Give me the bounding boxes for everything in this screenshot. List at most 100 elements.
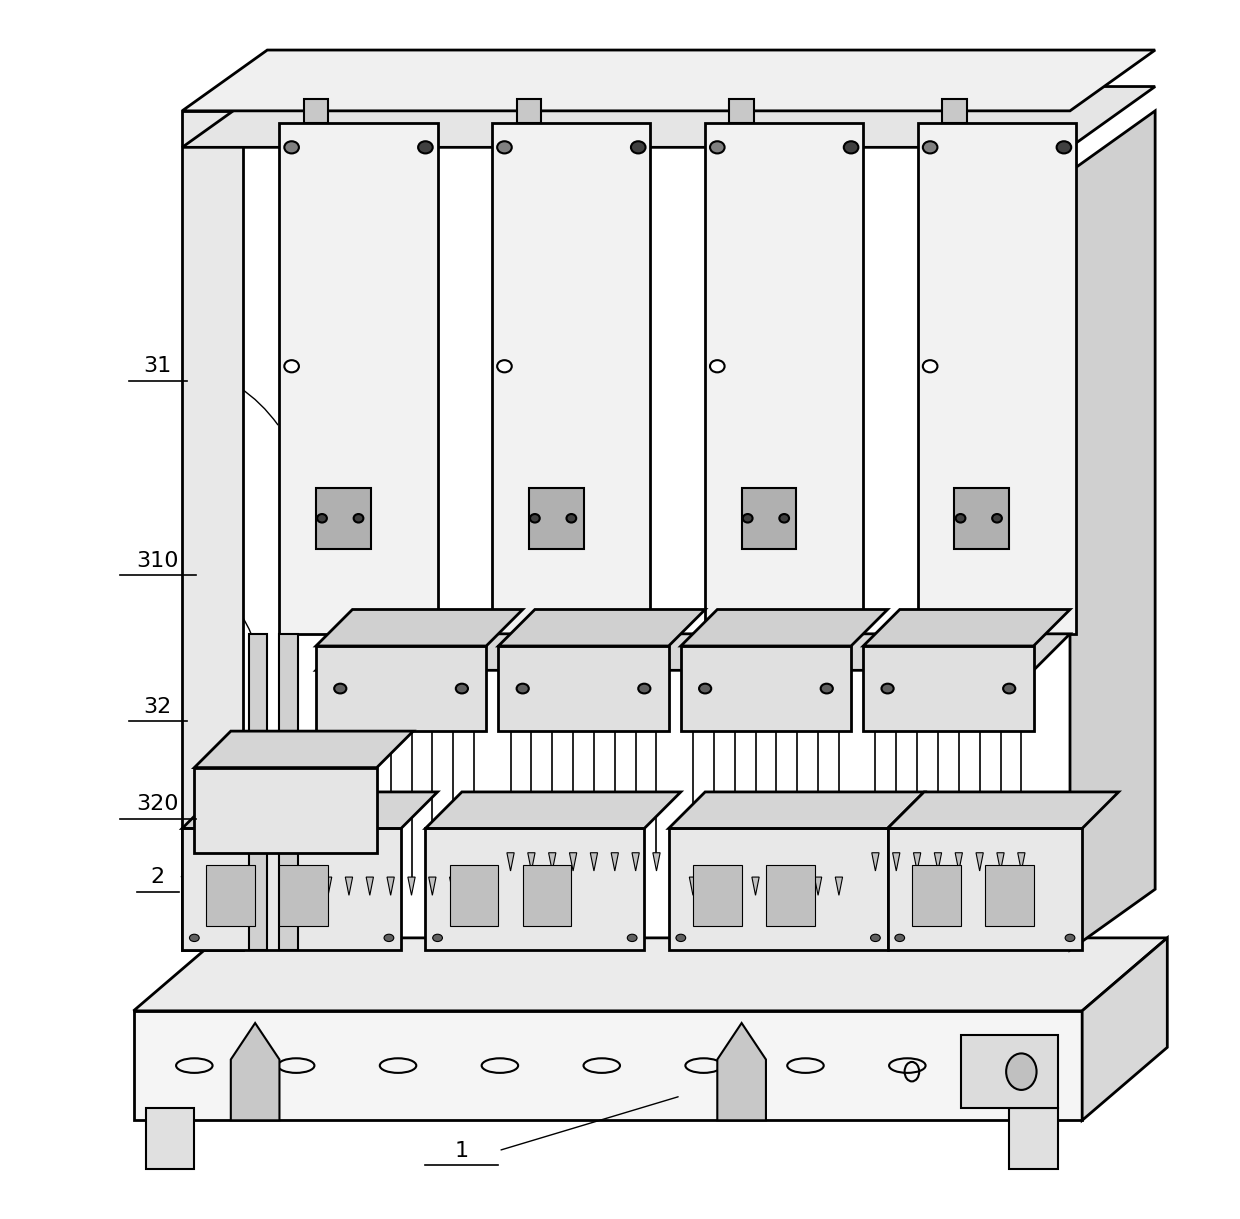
Polygon shape <box>408 876 415 895</box>
Polygon shape <box>836 876 842 895</box>
Polygon shape <box>729 99 754 123</box>
Text: 1: 1 <box>455 1141 469 1160</box>
Ellipse shape <box>190 934 200 941</box>
Ellipse shape <box>384 934 394 941</box>
Polygon shape <box>815 876 822 895</box>
Polygon shape <box>528 853 534 872</box>
Ellipse shape <box>843 141 858 154</box>
Polygon shape <box>523 865 572 925</box>
Polygon shape <box>387 876 394 895</box>
Polygon shape <box>528 488 584 549</box>
Polygon shape <box>872 853 879 872</box>
Text: 32: 32 <box>144 697 172 717</box>
Polygon shape <box>711 876 718 895</box>
Polygon shape <box>195 731 413 768</box>
Ellipse shape <box>992 514 1002 523</box>
Ellipse shape <box>711 360 724 372</box>
Polygon shape <box>134 1011 1083 1120</box>
Polygon shape <box>182 792 438 829</box>
Polygon shape <box>507 853 515 872</box>
Ellipse shape <box>529 514 539 523</box>
Polygon shape <box>450 865 498 925</box>
Ellipse shape <box>882 684 894 694</box>
Polygon shape <box>717 1023 766 1120</box>
Ellipse shape <box>418 141 433 154</box>
Ellipse shape <box>497 360 512 372</box>
Polygon shape <box>498 646 668 731</box>
Polygon shape <box>681 646 851 731</box>
Bar <box>145 1108 195 1169</box>
Polygon shape <box>863 646 1033 731</box>
Polygon shape <box>751 876 759 895</box>
Polygon shape <box>231 1023 279 1120</box>
Polygon shape <box>279 634 298 950</box>
Polygon shape <box>316 488 371 549</box>
Polygon shape <box>976 853 983 872</box>
Ellipse shape <box>284 360 299 372</box>
Polygon shape <box>893 853 900 872</box>
Polygon shape <box>569 853 577 872</box>
Polygon shape <box>689 876 697 895</box>
Polygon shape <box>316 646 486 731</box>
Ellipse shape <box>284 141 299 154</box>
Ellipse shape <box>923 141 937 154</box>
Ellipse shape <box>779 514 789 523</box>
Ellipse shape <box>1065 934 1075 941</box>
Polygon shape <box>366 876 373 895</box>
Polygon shape <box>1018 853 1025 872</box>
Polygon shape <box>914 853 921 872</box>
Text: 2: 2 <box>151 867 165 887</box>
Ellipse shape <box>497 141 512 154</box>
Polygon shape <box>706 123 863 634</box>
Polygon shape <box>732 876 738 895</box>
Polygon shape <box>498 610 706 646</box>
Polygon shape <box>425 792 681 829</box>
Ellipse shape <box>456 684 467 694</box>
Polygon shape <box>1083 937 1167 1120</box>
Polygon shape <box>985 865 1033 925</box>
Polygon shape <box>195 768 377 853</box>
Polygon shape <box>492 123 651 634</box>
Polygon shape <box>470 876 477 895</box>
Polygon shape <box>997 853 1004 872</box>
Polygon shape <box>134 937 1167 1011</box>
Polygon shape <box>316 634 1070 670</box>
Polygon shape <box>182 87 1156 147</box>
Ellipse shape <box>639 684 651 694</box>
Polygon shape <box>693 865 742 925</box>
Polygon shape <box>345 876 352 895</box>
Polygon shape <box>863 610 1070 646</box>
Polygon shape <box>548 853 556 872</box>
Polygon shape <box>429 876 436 895</box>
Text: 31: 31 <box>144 356 172 377</box>
Polygon shape <box>425 829 645 950</box>
Polygon shape <box>681 610 888 646</box>
Polygon shape <box>279 865 329 925</box>
Polygon shape <box>888 792 1118 829</box>
Polygon shape <box>955 488 1009 549</box>
Ellipse shape <box>631 141 646 154</box>
Ellipse shape <box>517 684 528 694</box>
Ellipse shape <box>1003 684 1016 694</box>
Polygon shape <box>316 610 523 646</box>
Ellipse shape <box>895 934 905 941</box>
Polygon shape <box>279 123 438 634</box>
Polygon shape <box>942 99 967 123</box>
Polygon shape <box>207 865 255 925</box>
Polygon shape <box>182 50 1156 111</box>
Ellipse shape <box>433 934 443 941</box>
Ellipse shape <box>699 684 712 694</box>
Polygon shape <box>668 792 924 829</box>
Polygon shape <box>325 876 332 895</box>
Polygon shape <box>517 99 541 123</box>
Ellipse shape <box>923 360 937 372</box>
Ellipse shape <box>335 684 346 694</box>
Polygon shape <box>794 876 801 895</box>
Bar <box>1009 1108 1058 1169</box>
Ellipse shape <box>1006 1053 1037 1090</box>
Ellipse shape <box>567 514 577 523</box>
Polygon shape <box>1070 111 1156 950</box>
Polygon shape <box>773 876 780 895</box>
Polygon shape <box>888 829 1083 950</box>
Polygon shape <box>918 123 1076 634</box>
